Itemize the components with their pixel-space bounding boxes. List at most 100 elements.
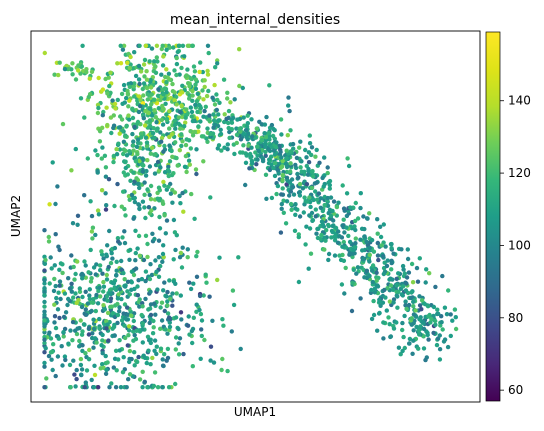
scatter-point: [97, 263, 103, 268]
scatter-point: [130, 131, 135, 137]
scatter-point: [322, 155, 327, 160]
scatter-point: [152, 152, 157, 157]
scatter-point: [241, 143, 246, 148]
scatter-point: [42, 281, 47, 286]
scatter-point: [369, 316, 375, 322]
scatter-point: [408, 295, 413, 301]
scatter-point: [352, 224, 357, 229]
scatter-point: [367, 252, 372, 258]
scatter-point: [141, 62, 147, 67]
scatter-point: [99, 156, 105, 161]
scatter-point: [148, 362, 153, 367]
scatter-point: [152, 236, 157, 242]
scatter-point: [96, 212, 102, 217]
scatter-point: [144, 77, 150, 82]
scatter-point: [117, 305, 122, 310]
scatter-point: [249, 145, 254, 150]
scatter-point: [116, 141, 121, 146]
scatter-point: [136, 354, 141, 360]
scatter-point: [305, 199, 310, 204]
scatter-point: [149, 46, 155, 51]
scatter-point: [167, 159, 173, 164]
scatter-point: [247, 166, 252, 171]
scatter-point: [398, 352, 403, 357]
scatter-point: [179, 103, 184, 108]
scatter-point: [225, 368, 230, 374]
scatter-point: [319, 232, 324, 238]
scatter-point: [418, 324, 423, 329]
scatter-point: [225, 96, 230, 101]
scatter-point: [54, 295, 59, 301]
scatter-point: [42, 228, 47, 233]
scatter-point: [121, 270, 126, 276]
scatter-point: [147, 59, 152, 64]
scatter-point: [203, 104, 208, 110]
scatter-point: [65, 302, 70, 308]
scatter-point: [277, 143, 282, 149]
scatter-point: [417, 303, 423, 308]
scatter-point: [329, 228, 335, 234]
scatter-point: [149, 101, 154, 107]
scatter-point: [154, 269, 159, 274]
scatter-point: [435, 307, 440, 312]
scatter-point: [415, 279, 421, 284]
scatter-point: [67, 286, 73, 291]
scatter-point: [146, 348, 151, 353]
scatter-point: [94, 292, 99, 298]
scatter-point: [259, 148, 265, 153]
scatter-point: [180, 245, 185, 250]
scatter-point: [174, 61, 180, 67]
scatter-point: [170, 81, 175, 87]
scatter-point: [344, 191, 350, 196]
scatter-point: [155, 126, 160, 131]
scatter-point: [423, 280, 428, 285]
scatter-point: [287, 193, 292, 198]
scatter-point: [178, 250, 184, 256]
scatter-point: [365, 216, 370, 221]
scatter-point: [288, 128, 293, 133]
scatter-point: [419, 307, 424, 312]
scatter-point: [109, 381, 114, 386]
scatter-point: [156, 238, 162, 243]
scatter-point: [375, 284, 381, 289]
scatter-point: [349, 308, 355, 314]
scatter-point: [147, 192, 152, 198]
scatter-point: [250, 161, 255, 166]
scatter-point: [159, 139, 164, 144]
scatter-point: [115, 320, 120, 326]
scatter-point: [243, 182, 248, 188]
scatter-point: [88, 247, 93, 253]
scatter-point: [423, 357, 428, 363]
scatter-point: [136, 63, 142, 69]
scatter-point: [364, 268, 370, 273]
scatter-point: [375, 253, 381, 258]
scatter-point: [132, 350, 137, 355]
scatter-point: [57, 60, 62, 65]
scatter-point: [125, 312, 131, 317]
scatter-point: [200, 88, 205, 93]
scatter-point: [153, 312, 158, 317]
scatter-point: [437, 357, 443, 362]
scatter-point: [113, 385, 119, 390]
scatter-point: [322, 202, 327, 208]
scatter-point: [202, 78, 207, 83]
scatter-point: [159, 300, 165, 305]
scatter-point: [218, 131, 224, 137]
scatter-point: [116, 292, 121, 297]
scatter-point: [135, 119, 141, 125]
scatter-point: [162, 280, 167, 285]
scatter-point: [136, 299, 141, 305]
scatter-point: [226, 108, 232, 114]
scatter-point: [420, 319, 426, 325]
scatter-point: [336, 200, 341, 205]
scatter-point: [132, 179, 137, 184]
scatter-point: [433, 284, 438, 290]
scatter-point: [150, 331, 156, 336]
scatter-point: [367, 211, 372, 216]
scatter-point: [174, 94, 179, 100]
scatter-point: [280, 158, 285, 164]
scatter-point: [166, 71, 172, 77]
scatter-point: [358, 205, 363, 211]
scatter-point: [190, 340, 195, 346]
scatter-point: [336, 229, 341, 234]
